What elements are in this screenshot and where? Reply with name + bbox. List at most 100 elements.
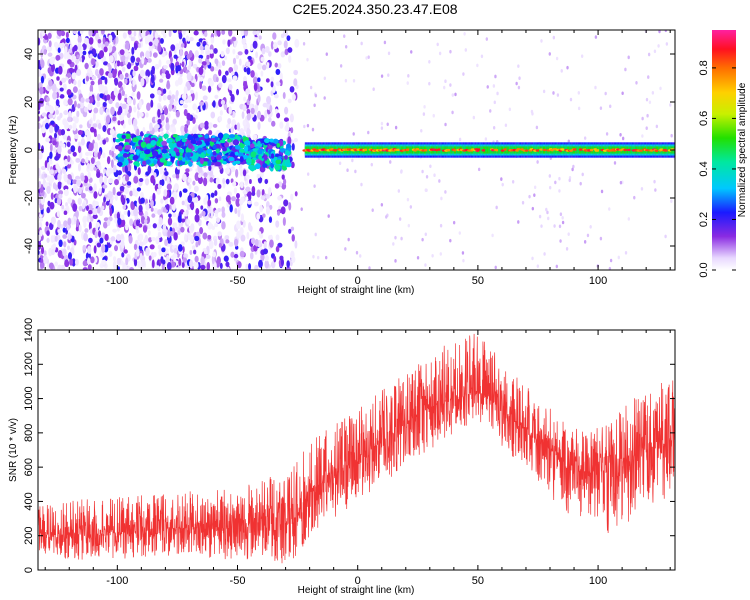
spectrogram-noise-cell: [190, 82, 195, 88]
spectrogram-noise-cell: [518, 76, 521, 81]
spectrogram-noise-cell: [355, 250, 359, 255]
spectrogram-noise-cell: [160, 256, 164, 263]
spectrogram-noise-cell: [182, 188, 188, 193]
spectrogram-noise-cell: [648, 100, 652, 105]
spectrogram-noise-cell: [186, 112, 191, 121]
spectrogram-noise-cell: [531, 206, 535, 211]
spectrogram-noise-cell: [66, 223, 70, 231]
spectrogram-noise-cell: [164, 199, 168, 206]
spectrogram-noise-cell: [94, 201, 99, 207]
spectrogram-noise-cell: [102, 36, 106, 45]
spectrogram-band-cell: [409, 146, 411, 154]
spectrogram-noise-cell: [198, 66, 204, 76]
spectrogram-noise-cell: [97, 38, 102, 44]
spectrogram-noise-cell: [338, 161, 342, 166]
spectrogram-band-cell: [234, 151, 239, 156]
spectrogram-noise-cell: [67, 97, 73, 106]
spectrogram-noise-cell: [93, 107, 99, 114]
spectrogram-noise-cell: [95, 68, 99, 77]
spectrogram-peak-cell: [623, 148, 629, 152]
spectrogram-noise-cell: [150, 74, 155, 84]
spectrogram-band-cell: [440, 146, 442, 154]
spectrogram-noise-cell: [146, 102, 151, 111]
spectrogram-noise-cell: [215, 258, 220, 268]
spectrogram-noise-cell: [157, 231, 162, 239]
spectrogram-band-cell: [166, 161, 173, 166]
spectrogram-noise-cell: [86, 162, 90, 169]
spectrogram-noise-cell: [40, 166, 46, 171]
spectrogram-noise-cell: [664, 234, 667, 239]
spectrogram-noise-cell: [424, 263, 427, 267]
spectrogram-noise-cell: [91, 48, 97, 57]
spectrogram-noise-cell: [44, 105, 50, 112]
spectrogram-noise-cell: [436, 42, 439, 47]
spectrogram-peak-cell: [578, 148, 584, 151]
snr-y-axis-label: SNR (10 * v/v): [8, 418, 19, 482]
spectrogram-noise-cell: [254, 201, 259, 207]
spectrogram-noise-cell: [257, 121, 261, 130]
spectrogram-band-cell: [267, 145, 273, 150]
spectrogram-noise-cell: [49, 151, 53, 160]
spectrogram-noise-cell: [262, 213, 266, 218]
spectrogram-noise-cell: [540, 224, 543, 228]
spectrogram-noise-cell: [91, 58, 96, 66]
spectrogram-noise-cell: [280, 51, 286, 58]
spectrogram-noise-cell: [325, 255, 328, 260]
spectrogram-noise-cell: [558, 189, 561, 193]
spectrogram-band-cell: [117, 145, 123, 152]
spectrogram-noise-cell: [106, 219, 111, 227]
spectrogram-noise-cell: [189, 259, 194, 269]
spectrogram-noise-cell: [247, 55, 252, 60]
chart-title: C2E5.2024.350.23.47.E08: [292, 1, 458, 17]
spectrogram-noise-cell: [39, 213, 43, 218]
spectrogram-noise-cell: [599, 106, 603, 110]
spectrogram-noise-cell: [294, 38, 300, 48]
spectrogram-noise-cell: [421, 169, 424, 174]
spectrogram-noise-cell: [117, 170, 122, 176]
spectrogram-noise-cell: [589, 225, 592, 229]
spectrogram-noise-cell: [254, 238, 259, 247]
spectrogram-noise-cell: [517, 85, 521, 90]
spectrogram-noise-cell: [233, 238, 239, 247]
spectrogram-noise-cell: [242, 43, 248, 50]
spectrogram-noise-cell: [125, 59, 129, 65]
spectrogram-noise-cell: [103, 168, 107, 174]
spectrogram-noise-cell: [110, 106, 115, 116]
spectrogram-noise-cell: [316, 255, 320, 260]
spectrogram-noise-cell: [444, 122, 447, 127]
snr-frame: [37, 329, 676, 571]
spectrogram-noise-cell: [124, 164, 129, 174]
spectrogram-band-cell: [576, 146, 578, 154]
spectrogram-peak-cell: [595, 149, 601, 152]
spectrogram-noise-cell: [621, 91, 624, 96]
spectrogram-band-cell: [168, 142, 175, 149]
snr-x-ticks: -100 -50 0 50 100: [44, 330, 671, 587]
spectrogram-noise-cell: [80, 97, 85, 103]
spectrogram-noise-cell: [168, 204, 172, 210]
spectrogram-noise-cell: [103, 196, 106, 203]
spectrogram-band-cell: [276, 142, 281, 148]
spectrogram-noise-cell: [128, 117, 132, 126]
spectrogram-noise-cell: [44, 160, 48, 168]
spectrogram-noise-cell: [274, 183, 280, 189]
spectrogram-noise-cell: [647, 75, 650, 79]
spectrogram-noise-cell: [198, 57, 203, 64]
spectrogram-noise-cell: [162, 223, 167, 233]
spectrogram-noise-cell: [50, 235, 55, 243]
spectrogram-noise-cell: [548, 52, 551, 56]
spectrogram-noise-cell: [67, 59, 72, 65]
spectrogram-noise-cell: [646, 113, 649, 118]
spectrogram-noise-cell: [63, 99, 69, 106]
spectrogram-noise-cell: [171, 203, 176, 212]
spectrogram-noise-cell: [202, 232, 208, 240]
spectrogram-noise-cell: [63, 188, 69, 197]
spectrogram-noise-cell: [41, 174, 45, 179]
spectrogram-noise-cell: [191, 245, 196, 250]
spectrogram-noise-cell: [160, 37, 164, 44]
spectrogram-noise-cell: [125, 72, 129, 78]
spectrogram-noise-cell: [131, 46, 135, 55]
spectrogram-noise-cell: [100, 30, 105, 35]
spectrogram-noise-cell: [653, 49, 657, 54]
spectrogram-noise-cell: [100, 76, 106, 81]
spectrogram-noise-cell: [269, 204, 273, 210]
